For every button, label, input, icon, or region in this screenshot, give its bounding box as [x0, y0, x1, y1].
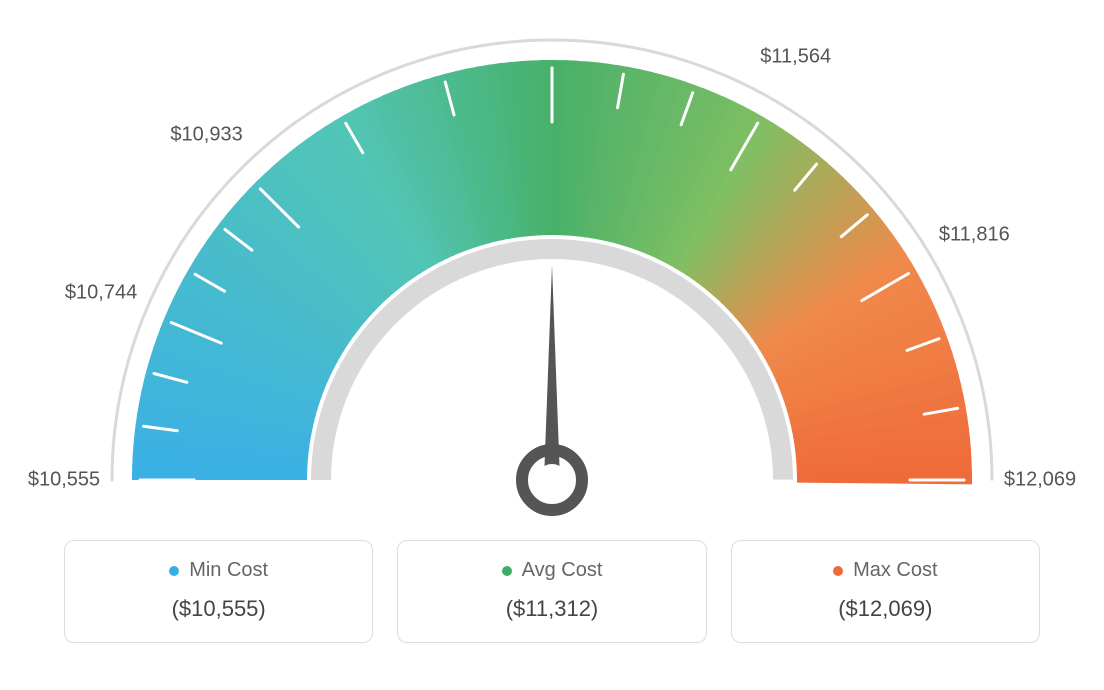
min-cost-card: Min Cost ($10,555) — [64, 540, 373, 643]
min-cost-label: Min Cost — [189, 559, 268, 582]
avg-cost-card: Avg Cost ($11,312) — [397, 540, 706, 643]
gauge-tick-label: $11,312 — [517, 0, 588, 4]
min-dot-icon — [169, 566, 179, 576]
gauge-tick-label: $10,744 — [65, 282, 137, 305]
max-cost-card: Max Cost ($12,069) — [731, 540, 1040, 643]
gauge-tick-label: $12,069 — [1004, 469, 1076, 492]
gauge-tick-label: $10,555 — [28, 469, 100, 492]
min-cost-title: Min Cost — [169, 559, 268, 582]
cost-gauge: $10,555 $10,744 $10,933 $11,312 $11,564 $11,8… — [0, 0, 1104, 540]
avg-dot-icon — [502, 566, 512, 576]
legend-cards: Min Cost ($10,555) Avg Cost ($11,312) Ma… — [0, 540, 1104, 643]
gauge-tick-label: $10,933 — [170, 124, 242, 147]
gauge-svg — [0, 0, 1104, 540]
min-cost-value: ($10,555) — [75, 596, 362, 622]
max-cost-value: ($12,069) — [742, 596, 1029, 622]
avg-cost-title: Avg Cost — [502, 559, 603, 582]
max-cost-label: Max Cost — [853, 559, 937, 582]
gauge-tick-label: $11,816 — [939, 224, 1010, 247]
max-dot-icon — [833, 566, 843, 576]
max-cost-title: Max Cost — [833, 559, 937, 582]
gauge-tick-label: $11,564 — [760, 46, 831, 69]
avg-cost-value: ($11,312) — [408, 596, 695, 622]
avg-cost-label: Avg Cost — [522, 559, 603, 582]
